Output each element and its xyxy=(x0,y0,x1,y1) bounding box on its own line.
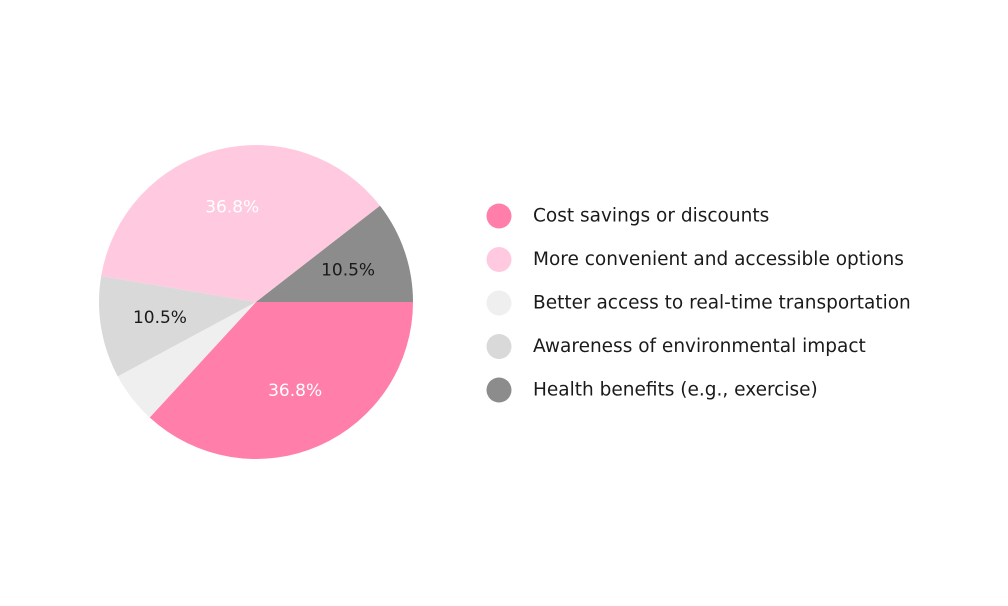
data-label-cost-savings-or-discounts: 36.8% xyxy=(268,381,322,401)
legend-swatch xyxy=(486,377,512,403)
data-label-health-benefits-e-g-exercise: 10.5% xyxy=(321,260,375,280)
legend-label: Health benefits (e.g., exercise) xyxy=(533,380,818,401)
legend-label: More convenient and accessible options xyxy=(533,249,904,270)
pie-slice-labels: 36.8% 10.5% 36.8% 10.5% xyxy=(133,198,375,402)
legend-swatch xyxy=(486,334,512,359)
legend-label: Cost savings or discounts xyxy=(533,206,769,227)
pie-slice-cost-savings-or-discounts xyxy=(149,302,413,459)
legend-item-cost-savings-or-discounts: Cost savings or discounts xyxy=(486,203,769,229)
legend-swatch xyxy=(486,203,512,229)
pie-slice-better-access-to-real-time-transportation xyxy=(117,302,256,418)
legend-swatch xyxy=(486,290,512,316)
legend-label: Better access to real-time transportatio… xyxy=(533,293,911,314)
legend-item-better-access-to-real-time-transportation: Better access to real-time transportatio… xyxy=(486,290,911,316)
pie-slice-more-convenient-and-accessible-options xyxy=(101,145,380,302)
pie-slice-health-benefits-e-g-exercise xyxy=(256,205,413,302)
legend-item-more-convenient-and-accessible-options: More convenient and accessible options xyxy=(486,247,904,272)
pie-slice-awareness-of-environmental-impact xyxy=(99,275,256,377)
legend-item-awareness-of-environmental-impact: Awareness of environmental impact xyxy=(486,334,866,359)
data-label-more-convenient-and-accessible-options: 36.8% xyxy=(205,198,259,218)
pie-slices xyxy=(99,145,413,459)
legend-swatch xyxy=(486,247,512,272)
legend: Cost savings or discounts More convenient… xyxy=(486,203,911,403)
data-label-awareness-of-environmental-impact: 10.5% xyxy=(133,308,187,328)
legend-item-health-benefits-e-g-exercise: Health benefits (e.g., exercise) xyxy=(486,377,818,403)
legend-label: Awareness of environmental impact xyxy=(533,336,866,357)
